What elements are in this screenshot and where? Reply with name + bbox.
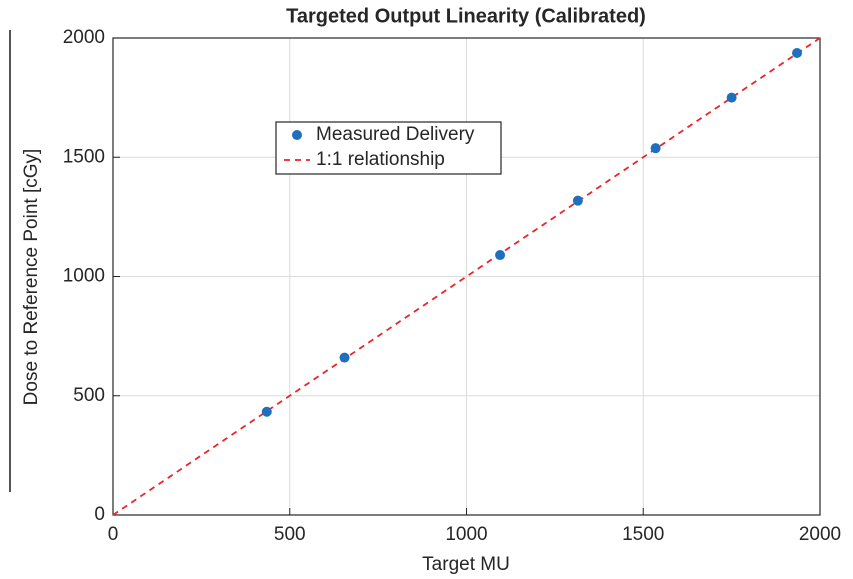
data-point (339, 352, 350, 363)
y-axis-label: Dose to Reference Point [cGy] (21, 149, 42, 406)
plot-frame (112, 37, 821, 516)
y-tick-label: 1500 (63, 146, 105, 167)
data-point (572, 195, 583, 206)
data-point (261, 406, 272, 417)
x-tick-label: 2000 (799, 524, 841, 545)
chart-title: Targeted Output Linearity (Calibrated) (286, 5, 646, 27)
data-point (792, 48, 803, 59)
x-tick-label: 500 (274, 524, 306, 545)
legend-label: 1:1 relationship (316, 149, 445, 170)
y-tick-label: 500 (73, 385, 105, 406)
x-axis-label: Target MU (422, 554, 510, 575)
y-tick-label: 1000 (63, 266, 105, 287)
legend-box (275, 121, 502, 175)
legend-marker (292, 130, 302, 140)
data-point (495, 250, 506, 261)
x-tick-label: 1000 (445, 524, 487, 545)
x-tick-label: 1500 (622, 524, 664, 545)
x-tick-label: 0 (108, 524, 119, 545)
y-tick-label: 2000 (63, 27, 105, 48)
data-point (726, 92, 737, 103)
data-point (650, 143, 661, 154)
y-tick-label: 0 (94, 504, 105, 525)
legend-label: Measured Delivery (316, 124, 475, 145)
